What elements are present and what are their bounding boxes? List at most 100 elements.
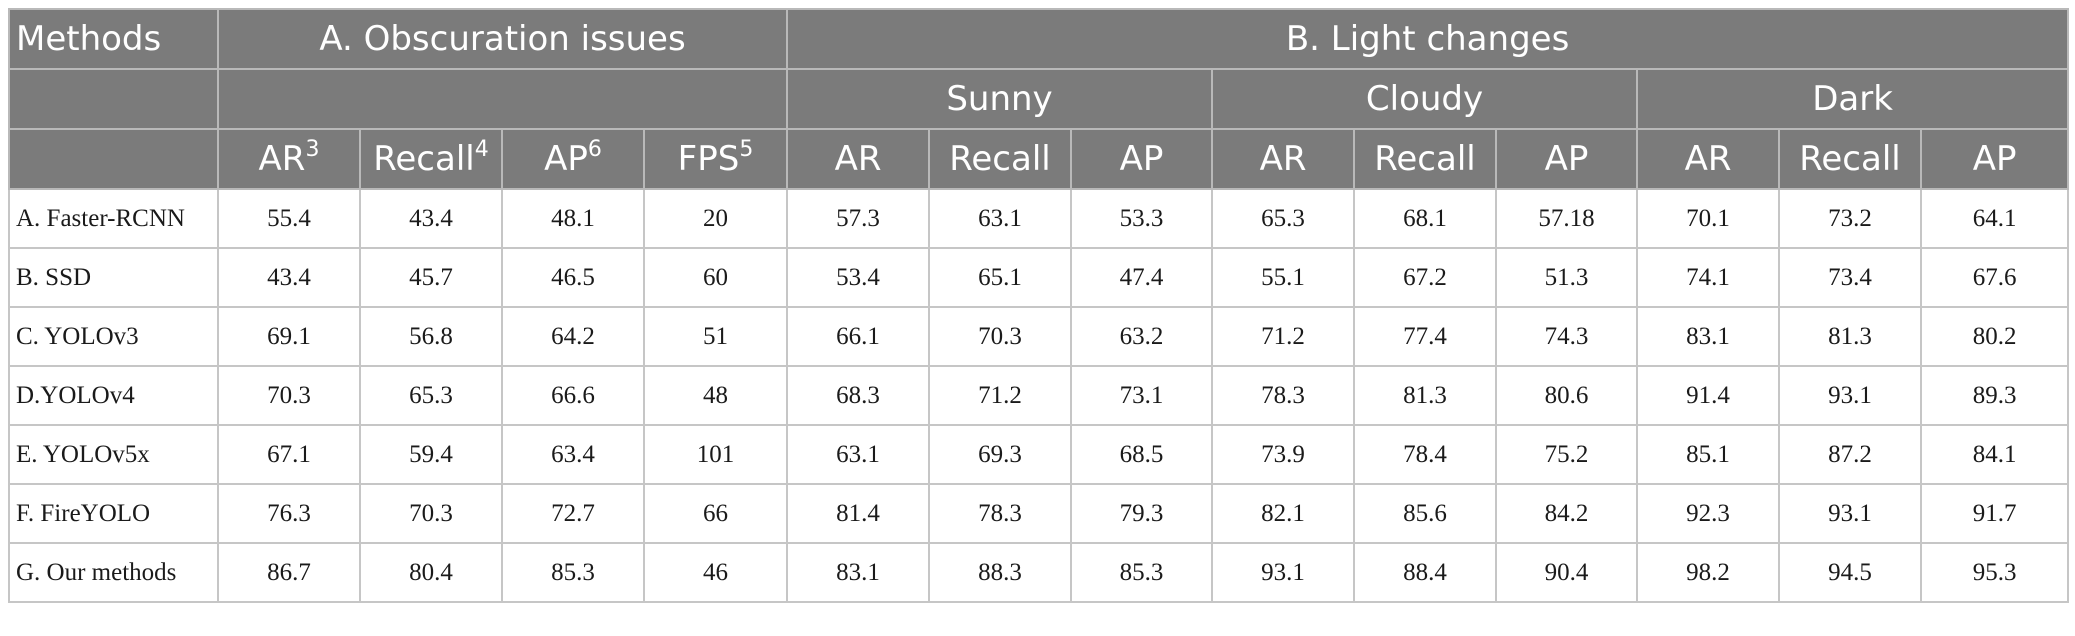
value-cell: 66.1 [786, 306, 931, 367]
metric-header: FPS5 [642, 128, 789, 190]
value-cell: 83.1 [786, 542, 931, 603]
metric-header: Recall [928, 128, 1073, 190]
value-cell: 73.1 [1070, 365, 1214, 426]
value-cell: 83.1 [1636, 306, 1781, 367]
value-cell: 85.3 [501, 542, 645, 603]
value-cell: 45.7 [359, 247, 503, 308]
value-cell: 84.1 [1920, 424, 2070, 485]
value-cell: 46 [642, 542, 789, 603]
value-cell: 43.4 [217, 247, 361, 308]
value-cell: 81.3 [1353, 365, 1498, 426]
value-cell: 68.1 [1353, 188, 1498, 249]
metric-header: Recall [1353, 128, 1498, 190]
empty-header-cell [8, 68, 219, 130]
value-cell: 73.2 [1778, 188, 1923, 249]
value-cell: 63.1 [786, 424, 931, 485]
condition-header-sunny: Sunny [786, 68, 1214, 130]
method-name-cell: D.YOLOv4 [8, 365, 219, 426]
metric-header: Recall [1778, 128, 1923, 190]
value-cell: 57.18 [1495, 188, 1639, 249]
value-cell: 69.1 [217, 306, 361, 367]
value-cell: 66 [642, 483, 789, 544]
method-name-cell: C. YOLOv3 [8, 306, 219, 367]
value-cell: 80.4 [359, 542, 503, 603]
value-cell: 48 [642, 365, 789, 426]
value-cell: 85.3 [1070, 542, 1214, 603]
value-cell: 70.3 [359, 483, 503, 544]
value-cell: 87.2 [1778, 424, 1923, 485]
value-cell: 57.3 [786, 188, 931, 249]
condition-header-cloudy: Cloudy [1211, 68, 1639, 130]
value-cell: 88.3 [928, 542, 1073, 603]
value-cell: 75.2 [1495, 424, 1639, 485]
value-cell: 47.4 [1070, 247, 1214, 308]
value-cell: 51.3 [1495, 247, 1639, 308]
value-cell: 78.3 [1211, 365, 1356, 426]
table-row: D.YOLOv4 70.3 65.3 66.6 48 68.3 71.2 73.1 78.3 81… [8, 365, 2070, 426]
value-cell: 51 [642, 306, 789, 367]
metric-header: AR [1636, 128, 1781, 190]
metric-header: AR [1211, 128, 1356, 190]
value-cell: 85.6 [1353, 483, 1498, 544]
value-cell: 92.3 [1636, 483, 1781, 544]
method-name-cell: F. FireYOLO [8, 483, 219, 544]
value-cell: 55.1 [1211, 247, 1356, 308]
value-cell: 90.4 [1495, 542, 1639, 603]
value-cell: 65.1 [928, 247, 1073, 308]
table-row: B. SSD 43.4 45.7 46.5 60 53.4 65.1 47.4 55.1 67.2… [8, 247, 2070, 308]
metric-header: AR [786, 128, 931, 190]
value-cell: 82.1 [1211, 483, 1356, 544]
method-name-cell: B. SSD [8, 247, 219, 308]
empty-header-cell [8, 128, 219, 190]
value-cell: 67.1 [217, 424, 361, 485]
value-cell: 72.7 [501, 483, 645, 544]
value-cell: 93.1 [1211, 542, 1356, 603]
value-cell: 79.3 [1070, 483, 1214, 544]
value-cell: 86.7 [217, 542, 361, 603]
metric-header: AP [1070, 128, 1214, 190]
value-cell: 68.3 [786, 365, 931, 426]
value-cell: 53.3 [1070, 188, 1214, 249]
value-cell: 94.5 [1778, 542, 1923, 603]
value-cell: 64.1 [1920, 188, 2070, 249]
header-row-groups: Methods A. Obscuration issues B. Light c… [8, 8, 2070, 70]
value-cell: 101 [642, 424, 789, 485]
metric-header: AP [1495, 128, 1639, 190]
value-cell: 63.2 [1070, 306, 1214, 367]
metric-header: Recall4 [359, 128, 503, 190]
value-cell: 59.4 [359, 424, 503, 485]
value-cell: 76.3 [217, 483, 361, 544]
metric-header: AP [1920, 128, 2070, 190]
value-cell: 98.2 [1636, 542, 1781, 603]
value-cell: 60 [642, 247, 789, 308]
value-cell: 95.3 [1920, 542, 2070, 603]
value-cell: 80.2 [1920, 306, 2070, 367]
value-cell: 78.4 [1353, 424, 1498, 485]
value-cell: 65.3 [359, 365, 503, 426]
method-name-cell: A. Faster-RCNN [8, 188, 219, 249]
value-cell: 46.5 [501, 247, 645, 308]
value-cell: 56.8 [359, 306, 503, 367]
table-body: A. Faster-RCNN 55.4 43.4 48.1 20 57.3 63.1 53.3… [8, 188, 2070, 603]
value-cell: 74.3 [1495, 306, 1639, 367]
value-cell: 78.3 [928, 483, 1073, 544]
value-cell: 85.1 [1636, 424, 1781, 485]
value-cell: 65.3 [1211, 188, 1356, 249]
value-cell: 20 [642, 188, 789, 249]
value-cell: 93.1 [1778, 365, 1923, 426]
methods-header: Methods [8, 8, 219, 70]
value-cell: 69.3 [928, 424, 1073, 485]
value-cell: 74.1 [1636, 247, 1781, 308]
value-cell: 81.4 [786, 483, 931, 544]
value-cell: 70.1 [1636, 188, 1781, 249]
value-cell: 81.3 [1778, 306, 1923, 367]
value-cell: 80.6 [1495, 365, 1639, 426]
value-cell: 63.4 [501, 424, 645, 485]
value-cell: 66.6 [501, 365, 645, 426]
value-cell: 71.2 [928, 365, 1073, 426]
value-cell: 77.4 [1353, 306, 1498, 367]
value-cell: 93.1 [1778, 483, 1923, 544]
value-cell: 91.7 [1920, 483, 2070, 544]
group-header-obscuration: A. Obscuration issues [216, 8, 789, 70]
table-row: F. FireYOLO 76.3 70.3 72.7 66 81.4 78.3 79.3 82.… [8, 483, 2070, 544]
